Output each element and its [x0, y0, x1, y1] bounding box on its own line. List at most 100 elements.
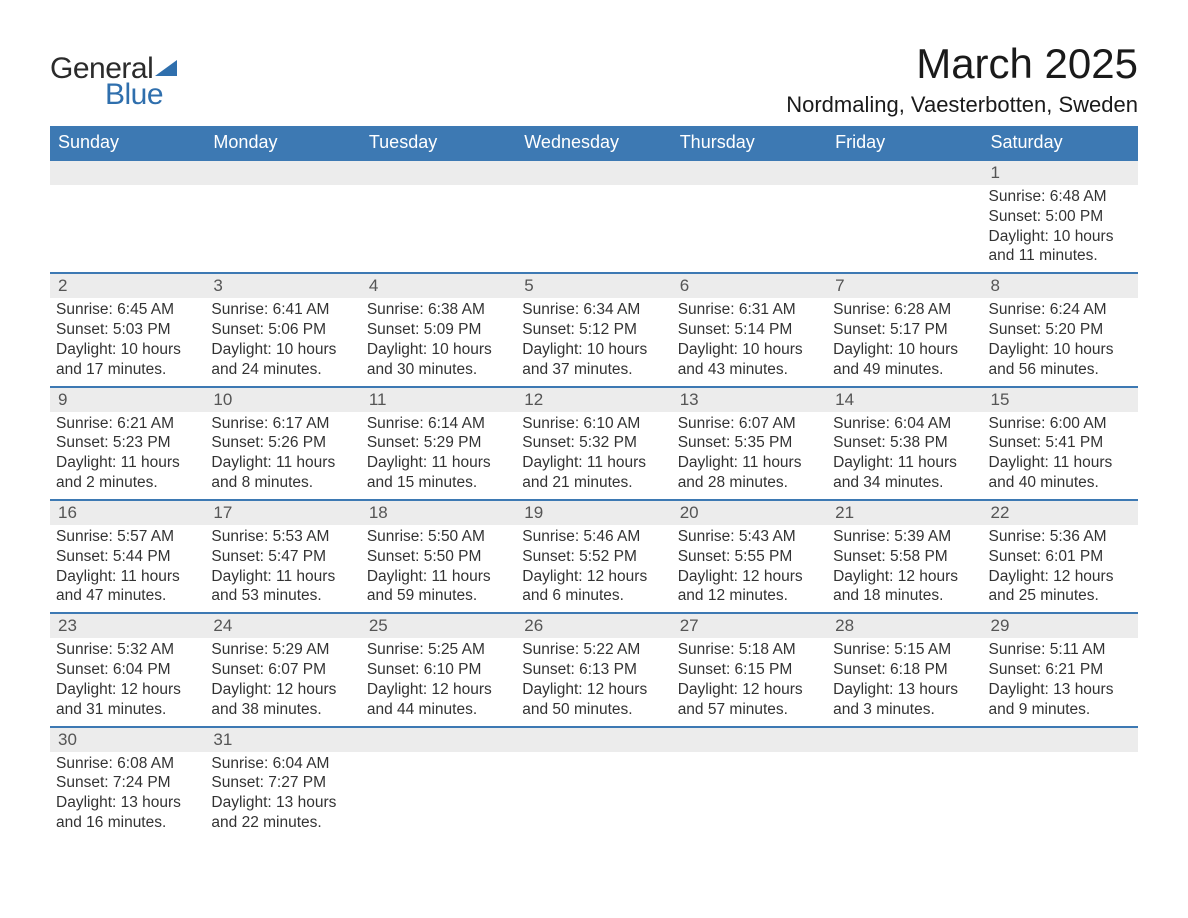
day-info-cell: Sunrise: 6:04 AMSunset: 7:27 PMDaylight:… [205, 752, 360, 839]
day-info-row: Sunrise: 6:48 AMSunset: 5:00 PMDaylight:… [50, 185, 1138, 273]
day-number-cell: 2 [50, 273, 205, 298]
sunrise-text: Sunrise: 6:45 AM [56, 300, 199, 320]
sunrise-text: Sunrise: 6:28 AM [833, 300, 976, 320]
daylight-text: and 37 minutes. [522, 360, 665, 380]
daylight-text: and 43 minutes. [678, 360, 821, 380]
day-number-cell: 3 [205, 273, 360, 298]
daylight-text: Daylight: 13 hours [211, 793, 354, 813]
daylight-text: and 18 minutes. [833, 586, 976, 606]
day-info-cell [827, 752, 982, 839]
title-block: March 2025 Nordmaling, Vaesterbotten, Sw… [786, 40, 1138, 118]
sunset-text: Sunset: 5:47 PM [211, 547, 354, 567]
day-info-cell: Sunrise: 5:15 AMSunset: 6:18 PMDaylight:… [827, 638, 982, 726]
sunrise-text: Sunrise: 5:29 AM [211, 640, 354, 660]
sunset-text: Sunset: 5:32 PM [522, 433, 665, 453]
daylight-text: and 59 minutes. [367, 586, 510, 606]
day-number-cell: 27 [672, 613, 827, 638]
sunrise-text: Sunrise: 5:57 AM [56, 527, 199, 547]
day-number-cell: 24 [205, 613, 360, 638]
day-number-cell: 11 [361, 387, 516, 412]
daynum-row: 16171819202122 [50, 500, 1138, 525]
daylight-text: Daylight: 12 hours [833, 567, 976, 587]
day-number-cell: 16 [50, 500, 205, 525]
daylight-text: and 25 minutes. [989, 586, 1132, 606]
daylight-text: Daylight: 11 hours [211, 453, 354, 473]
sunset-text: Sunset: 5:35 PM [678, 433, 821, 453]
day-number-cell [50, 160, 205, 185]
day-info-cell: Sunrise: 6:45 AMSunset: 5:03 PMDaylight:… [50, 298, 205, 386]
sunrise-text: Sunrise: 5:15 AM [833, 640, 976, 660]
day-number-cell: 6 [672, 273, 827, 298]
daylight-text: Daylight: 11 hours [367, 567, 510, 587]
day-number-cell: 23 [50, 613, 205, 638]
sunrise-text: Sunrise: 6:10 AM [522, 414, 665, 434]
location-text: Nordmaling, Vaesterbotten, Sweden [786, 92, 1138, 118]
sunset-text: Sunset: 5:03 PM [56, 320, 199, 340]
daylight-text: Daylight: 11 hours [56, 453, 199, 473]
day-number-cell: 9 [50, 387, 205, 412]
daylight-text: and 12 minutes. [678, 586, 821, 606]
day-info-cell [672, 752, 827, 839]
day-number-cell: 17 [205, 500, 360, 525]
day-info-cell: Sunrise: 5:11 AMSunset: 6:21 PMDaylight:… [983, 638, 1138, 726]
daylight-text: and 57 minutes. [678, 700, 821, 720]
sunset-text: Sunset: 5:06 PM [211, 320, 354, 340]
day-info-cell: Sunrise: 5:53 AMSunset: 5:47 PMDaylight:… [205, 525, 360, 613]
day-number-cell: 7 [827, 273, 982, 298]
day-info-cell: Sunrise: 6:24 AMSunset: 5:20 PMDaylight:… [983, 298, 1138, 386]
sunset-text: Sunset: 5:29 PM [367, 433, 510, 453]
day-info-row: Sunrise: 6:08 AMSunset: 7:24 PMDaylight:… [50, 752, 1138, 839]
daylight-text: and 34 minutes. [833, 473, 976, 493]
day-number-cell [672, 727, 827, 752]
daylight-text: Daylight: 13 hours [989, 680, 1132, 700]
daylight-text: and 50 minutes. [522, 700, 665, 720]
sunset-text: Sunset: 6:07 PM [211, 660, 354, 680]
day-info-cell: Sunrise: 5:57 AMSunset: 5:44 PMDaylight:… [50, 525, 205, 613]
day-info-cell: Sunrise: 5:43 AMSunset: 5:55 PMDaylight:… [672, 525, 827, 613]
sunset-text: Sunset: 5:58 PM [833, 547, 976, 567]
day-info-cell [205, 185, 360, 273]
day-number-cell: 19 [516, 500, 671, 525]
sunset-text: Sunset: 5:09 PM [367, 320, 510, 340]
daylight-text: Daylight: 13 hours [833, 680, 976, 700]
daylight-text: Daylight: 11 hours [833, 453, 976, 473]
day-number-cell: 29 [983, 613, 1138, 638]
daylight-text: and 56 minutes. [989, 360, 1132, 380]
header: General Blue March 2025 Nordmaling, Vaes… [50, 40, 1138, 118]
daylight-text: Daylight: 10 hours [989, 227, 1132, 247]
day-info-row: Sunrise: 5:32 AMSunset: 6:04 PMDaylight:… [50, 638, 1138, 726]
day-info-cell: Sunrise: 6:10 AMSunset: 5:32 PMDaylight:… [516, 412, 671, 500]
day-info-cell: Sunrise: 6:21 AMSunset: 5:23 PMDaylight:… [50, 412, 205, 500]
daylight-text: Daylight: 12 hours [678, 567, 821, 587]
daylight-text: Daylight: 12 hours [367, 680, 510, 700]
day-info-cell: Sunrise: 5:32 AMSunset: 6:04 PMDaylight:… [50, 638, 205, 726]
day-number-cell: 13 [672, 387, 827, 412]
day-number-cell: 5 [516, 273, 671, 298]
daylight-text: Daylight: 10 hours [678, 340, 821, 360]
day-number-cell: 10 [205, 387, 360, 412]
daylight-text: and 47 minutes. [56, 586, 199, 606]
sunrise-text: Sunrise: 6:48 AM [989, 187, 1132, 207]
day-info-cell: Sunrise: 6:28 AMSunset: 5:17 PMDaylight:… [827, 298, 982, 386]
daylight-text: Daylight: 12 hours [56, 680, 199, 700]
daylight-text: and 31 minutes. [56, 700, 199, 720]
day-info-cell [516, 185, 671, 273]
sunrise-text: Sunrise: 5:36 AM [989, 527, 1132, 547]
day-info-cell [361, 185, 516, 273]
day-info-cell: Sunrise: 6:08 AMSunset: 7:24 PMDaylight:… [50, 752, 205, 839]
day-number-cell: 8 [983, 273, 1138, 298]
sunrise-text: Sunrise: 5:25 AM [367, 640, 510, 660]
day-number-cell [361, 160, 516, 185]
day-info-cell: Sunrise: 6:34 AMSunset: 5:12 PMDaylight:… [516, 298, 671, 386]
sunrise-text: Sunrise: 5:11 AM [989, 640, 1132, 660]
day-number-cell [827, 160, 982, 185]
day-info-cell [827, 185, 982, 273]
day-number-cell: 18 [361, 500, 516, 525]
daylight-text: Daylight: 10 hours [367, 340, 510, 360]
day-number-cell: 14 [827, 387, 982, 412]
sunset-text: Sunset: 7:24 PM [56, 773, 199, 793]
daylight-text: and 30 minutes. [367, 360, 510, 380]
day-info-cell: Sunrise: 6:07 AMSunset: 5:35 PMDaylight:… [672, 412, 827, 500]
logo-triangle-icon [155, 60, 177, 76]
day-number-cell [672, 160, 827, 185]
